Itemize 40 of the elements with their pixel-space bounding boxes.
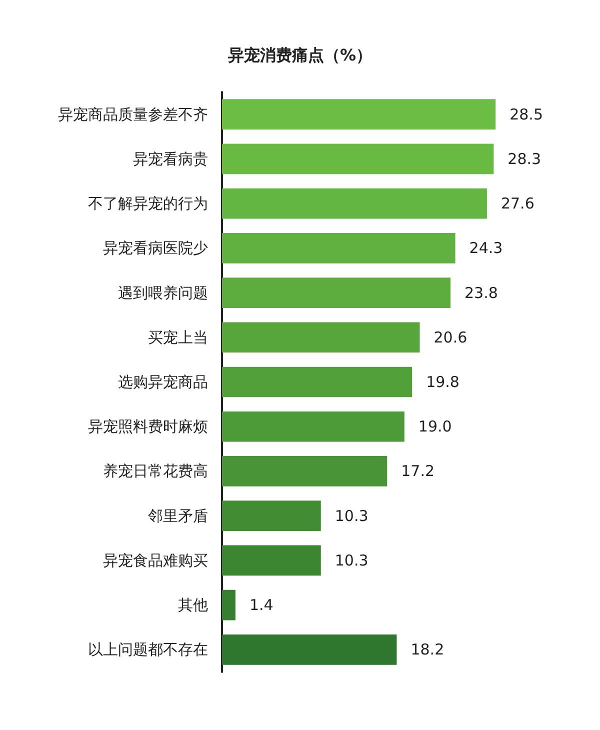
y-tick-label: 异宠照料费时麻烦: [88, 418, 208, 436]
data-label: 28.5: [510, 105, 544, 124]
y-tick-label: 异宠看病贵: [133, 150, 208, 168]
data-label: 28.3: [508, 150, 542, 168]
bar: [222, 545, 321, 576]
y-tick-label: 异宠商品质量参差不齐: [58, 105, 208, 124]
data-label: 19.0: [418, 418, 452, 436]
data-label: 1.4: [249, 596, 274, 614]
bar: [222, 144, 494, 174]
data-label: 19.8: [426, 373, 460, 391]
bar: [222, 590, 236, 620]
y-tick-label: 不了解异宠的行为: [88, 194, 208, 213]
chart-title: 异宠消费痛点（%）: [226, 46, 372, 64]
data-label: 18.2: [410, 640, 444, 659]
bar: [222, 99, 496, 130]
bar: [222, 322, 420, 353]
data-label: 24.3: [469, 239, 503, 258]
bar: [222, 500, 321, 532]
bar: [222, 634, 397, 665]
data-label: 10.3: [334, 551, 368, 570]
y-tick-label: 选购异宠商品: [118, 373, 208, 391]
data-label: 20.6: [434, 328, 468, 346]
bar: [222, 232, 456, 264]
data-label: 10.3: [334, 506, 368, 525]
data-label: 23.8: [464, 284, 498, 302]
bar: [222, 411, 404, 442]
y-tick-label: 邻里矛盾: [148, 506, 208, 525]
bar: [222, 366, 412, 398]
y-tick-label: 异宠看病医院少: [103, 239, 208, 258]
y-tick-label: 以上问题都不存在: [88, 640, 208, 659]
data-label: 27.6: [500, 194, 534, 213]
y-tick-label: 买宠上当: [148, 328, 208, 346]
data-label: 17.2: [401, 462, 435, 480]
y-tick-label: 养宠日常花费高: [103, 462, 208, 480]
bar: [222, 188, 487, 219]
y-tick-label: 异宠食品难购买: [103, 551, 208, 570]
bar: [222, 456, 388, 486]
y-tick-label: 遇到喂养问题: [118, 284, 208, 302]
y-tick-label: 其他: [178, 596, 208, 614]
bar: [222, 278, 450, 308]
